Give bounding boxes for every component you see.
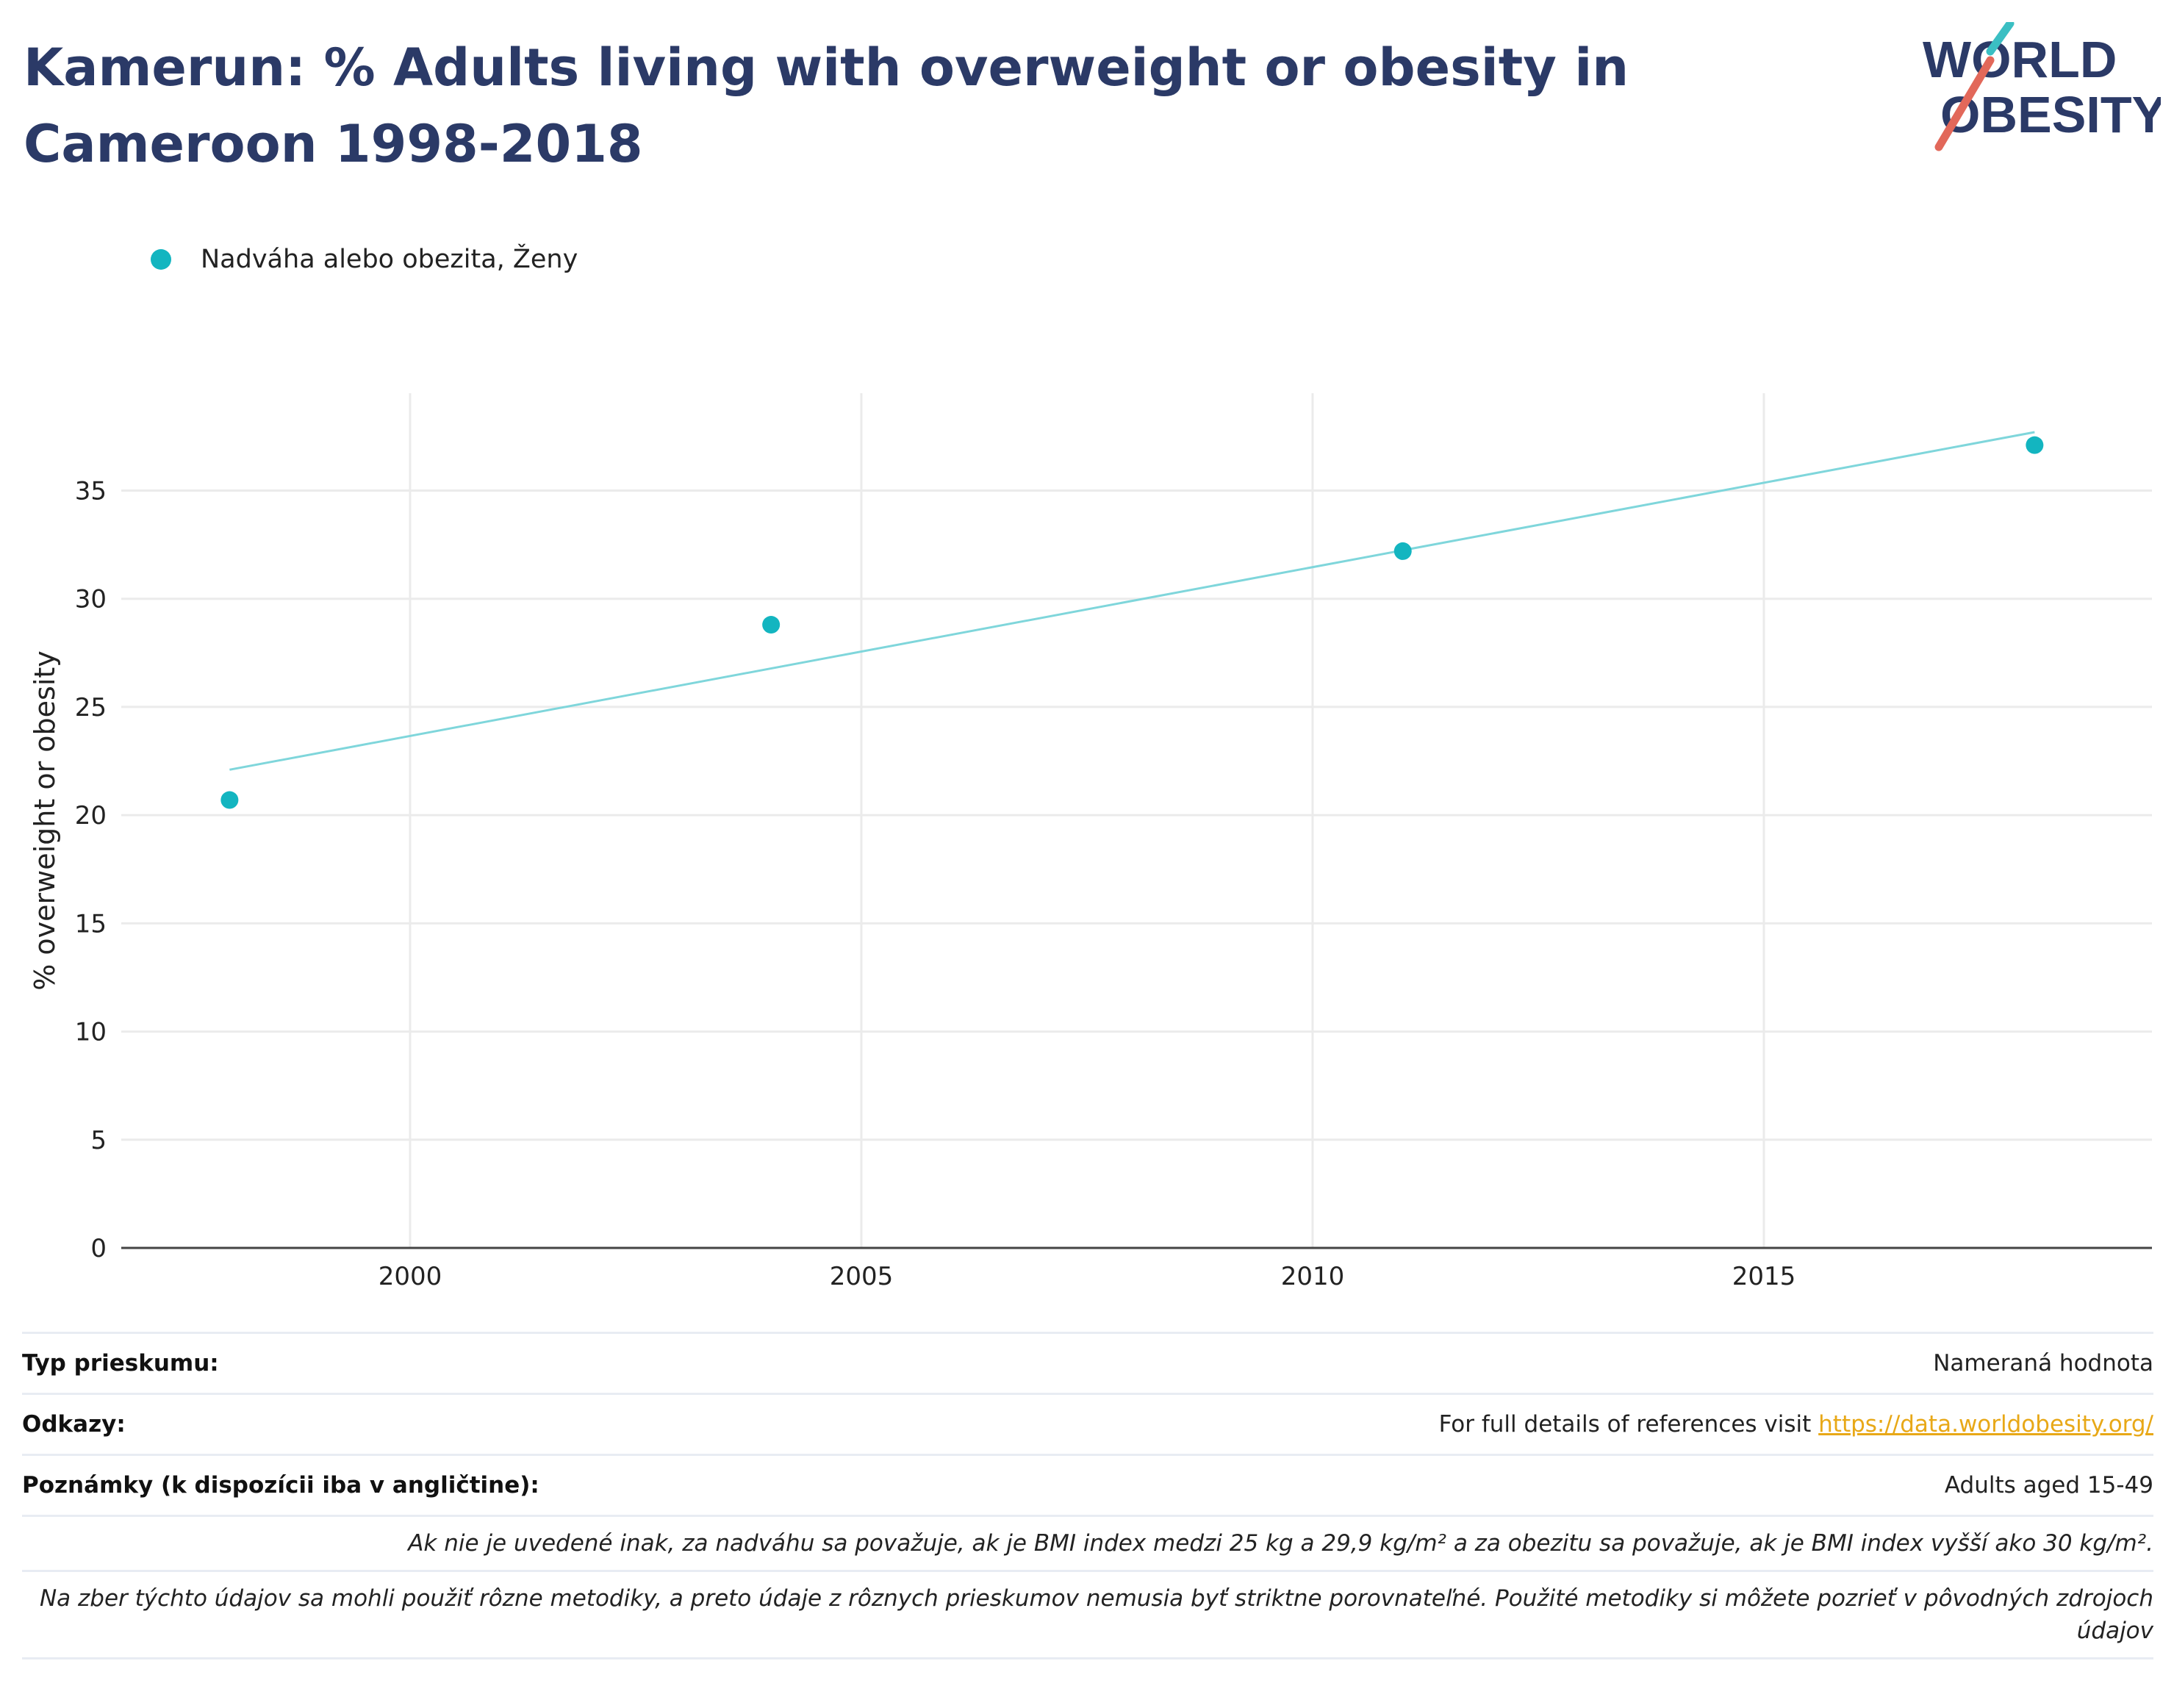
scatter-chart: 0 5 10 15 20 25 30 35 2000 2005 2010 2015 % overweig…: [29, 393, 2152, 1291]
references-label: Odkazy:: [22, 1411, 126, 1438]
trend-line: [229, 431, 2035, 771]
data-point: [762, 616, 781, 634]
logo-word-obesity: OBESITY: [1940, 86, 2161, 143]
x-tick-label: 2010: [1281, 1262, 1345, 1291]
x-tick-label: 2005: [830, 1262, 894, 1291]
chart-legend: Nadváha alebo obezita, Ženy: [151, 241, 578, 278]
references-row: Odkazy: For full details of references v…: [22, 1393, 2153, 1454]
y-tick-label: 35: [75, 476, 107, 506]
y-tick-label: 20: [75, 801, 107, 830]
y-axis-title: % overweight or obesity: [29, 650, 61, 991]
references-value: For full details of references visit htt…: [1439, 1411, 2153, 1438]
notes-row: Poznámky (k dispozícii iba v angličtine)…: [22, 1454, 2153, 1515]
y-tick-label: 5: [90, 1126, 107, 1155]
survey-type-value: Nameraná hodnota: [1933, 1350, 2153, 1377]
y-tick-label: 25: [75, 693, 107, 722]
y-tick-label: 10: [75, 1018, 107, 1047]
chart-footer: Typ prieskumu: Nameraná hodnota Odkazy: …: [22, 1332, 2153, 1659]
references-link[interactable]: https://data.worldobesity.org/: [1818, 1411, 2153, 1438]
survey-type-row: Typ prieskumu: Nameraná hodnota: [22, 1332, 2153, 1393]
x-tick-label: 2000: [379, 1262, 442, 1291]
survey-type-label: Typ prieskumu:: [22, 1350, 219, 1377]
data-point: [1393, 542, 1412, 560]
notes-label: Poznámky (k dispozícii iba v angličtine)…: [22, 1472, 539, 1499]
y-tick-label: 15: [75, 909, 107, 939]
notes-value: Adults aged 15-49: [1944, 1472, 2153, 1499]
x-tick-label: 2015: [1732, 1262, 1796, 1291]
methodology-note: Na zber týchto údajov sa mohli použiť rô…: [22, 1570, 2153, 1659]
y-tick-label: 30: [75, 585, 107, 614]
legend-marker: [151, 249, 171, 270]
world-obesity-logo: WORLD OBESITY: [1923, 22, 2161, 151]
references-text: For full details of references visit: [1438, 1411, 1819, 1438]
page-title: Kamerun: % Adults living with overweight…: [24, 37, 1629, 174]
definition-note: Ak nie je uvedené inak, za nadváhu sa po…: [22, 1515, 2153, 1570]
legend-label: Nadváha alebo obezita, Ženy: [201, 245, 578, 274]
data-point: [220, 791, 239, 809]
y-tick-label: 0: [90, 1234, 107, 1263]
data-point: [2026, 436, 2044, 454]
logo-word-world: WORLD: [1923, 31, 2117, 88]
